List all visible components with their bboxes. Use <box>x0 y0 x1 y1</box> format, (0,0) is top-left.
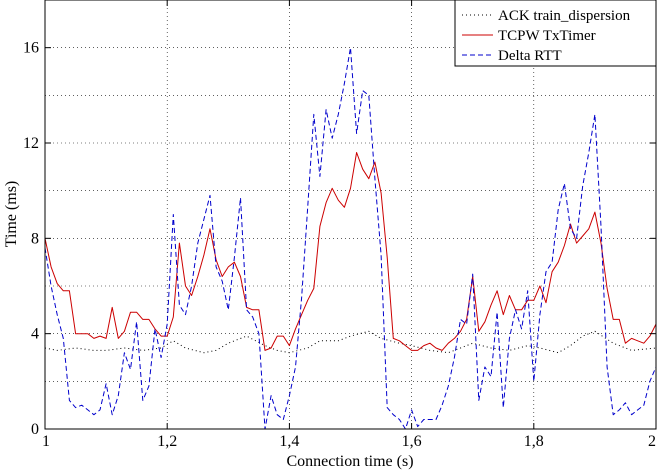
legend-label-ack: ACK train_dispersion <box>498 8 631 24</box>
x-tick-label: 1,6 <box>402 433 422 450</box>
y-axis-label: Time (ms) <box>3 181 20 248</box>
series-line-2 <box>44 47 657 430</box>
legend-label-tcpw: TCPW TxTimer <box>498 28 596 44</box>
legend: ACK train_dispersion TCPW TxTimer Delta … <box>454 0 657 67</box>
y-tick-label: 16 <box>23 40 39 57</box>
x-tick-label: 1,2 <box>157 433 177 450</box>
x-tick-label: 1 <box>42 433 50 450</box>
legend-label-delta: Delta RTT <box>498 48 562 64</box>
y-tick-label: 0 <box>31 421 39 438</box>
series-line-1 <box>44 152 657 351</box>
y-tick-label: 12 <box>23 135 39 152</box>
y-tick-label: 8 <box>31 230 39 247</box>
series-group <box>44 47 657 430</box>
y-tick-label: 4 <box>31 326 39 343</box>
plot-area <box>45 0 656 429</box>
plot-frame <box>44 0 657 430</box>
x-tick-label: 1,4 <box>279 433 299 450</box>
x-tick-label: 2 <box>648 433 656 450</box>
x-axis-label: Connection time (s) <box>286 453 413 470</box>
ticks: 1 1,2 1,4 1,6 1,8 2 0 4 8 12 16 <box>23 0 657 450</box>
x-tick-label: 1,8 <box>524 433 544 450</box>
